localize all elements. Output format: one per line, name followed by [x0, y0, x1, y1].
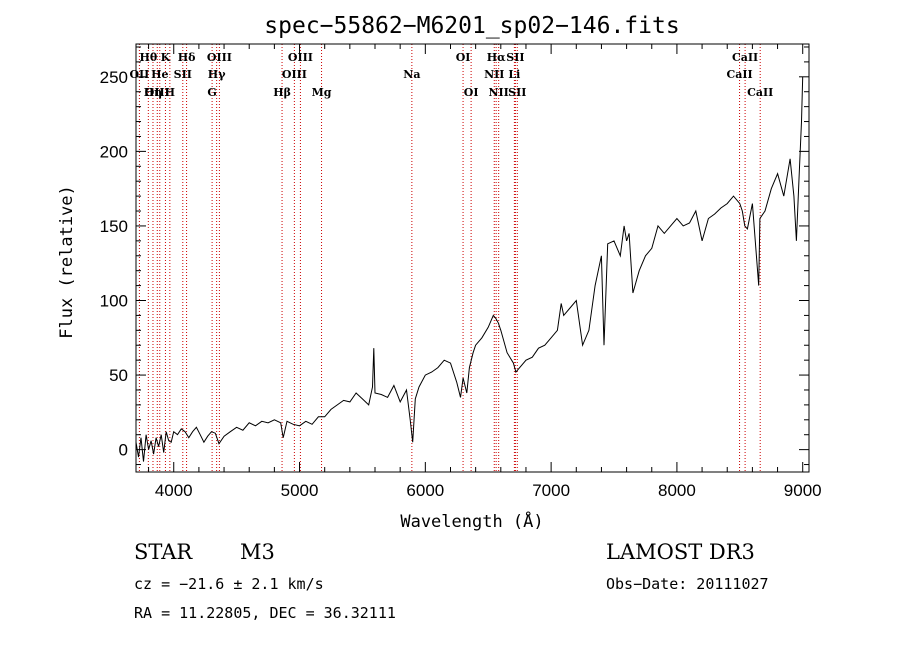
x-axis-label: Wavelength (Å)	[400, 510, 543, 532]
spectral-line-label: OI	[464, 86, 479, 99]
spectral-line-label: Na	[403, 68, 420, 81]
spectral-line-label: OIII	[288, 51, 313, 64]
chart-title: spec−55862−M6201_sp02−146.fits	[264, 13, 679, 39]
spectral-line-label: Mg	[312, 86, 332, 99]
spectral-line-label: H	[165, 86, 175, 99]
redshift-cz: cz = −21.6 ± 2.1 km/s	[134, 575, 324, 593]
object-class: STAR	[134, 540, 193, 564]
object-subclass: M3	[240, 540, 275, 564]
spectral-line-label: NII	[488, 86, 508, 99]
y-tick-label: 250	[100, 68, 128, 87]
spectral-line-label: Hη	[144, 86, 162, 99]
spectral-line-label: Li	[508, 68, 520, 81]
plot-frame	[135, 43, 810, 473]
spectral-line-label: Hβ	[273, 86, 291, 99]
y-tick-label: 100	[100, 292, 128, 311]
ra-dec: RA = 11.22805, DEC = 36.32111	[134, 604, 396, 622]
spectral-line-label: Hθ	[139, 51, 157, 64]
spectral-line-label: Hα	[487, 51, 506, 64]
axis-ticks: 4000 5000 6000 7000 8000 9000 0 50 100 150 200 250	[100, 44, 822, 500]
spectral-lines-layer	[138, 44, 761, 472]
spectrum-series-line	[135, 76, 804, 462]
spectral-line-label: OII	[129, 68, 149, 81]
y-tick-label: 150	[100, 217, 128, 236]
spectral-line-label: SII	[508, 86, 526, 99]
survey-name: LAMOST DR3	[606, 540, 755, 564]
spectral-line-label: OI	[456, 51, 471, 64]
x-tick-label: 5000	[281, 481, 319, 500]
spectral-line-label: G	[207, 86, 216, 99]
spectral-line-label: OIII	[145, 86, 170, 99]
spectral-line-label: SII	[506, 51, 524, 64]
spectral-line-label: He	[151, 68, 168, 81]
spectral-line-label: CaII	[726, 68, 752, 81]
spectral-line-label: CaII	[732, 51, 758, 64]
spectral-line-label: SII	[174, 68, 192, 81]
spectral-line-label: OIII	[207, 51, 232, 64]
spectral-line-label: Hγ	[208, 68, 226, 81]
x-tick-label: 6000	[406, 481, 444, 500]
x-tick-label: 9000	[784, 481, 822, 500]
x-tick-label: 4000	[155, 481, 193, 500]
spectral-line-label: CaII	[747, 86, 773, 99]
y-tick-label: 200	[100, 142, 128, 161]
y-tick-label: 50	[109, 366, 128, 385]
obs-date: Obs−Date: 20111027	[606, 575, 769, 593]
x-tick-label: 8000	[658, 481, 696, 500]
spectral-line-label: NII	[484, 68, 504, 81]
spectral-line-label: Hδ	[178, 51, 196, 64]
x-tick-label: 7000	[532, 481, 570, 500]
y-tick-label: 0	[119, 441, 128, 460]
spectral-line-label: K	[161, 51, 171, 64]
y-axis-label: Flux (relative)	[57, 185, 77, 339]
spectral-line-label: OIII	[282, 68, 307, 81]
